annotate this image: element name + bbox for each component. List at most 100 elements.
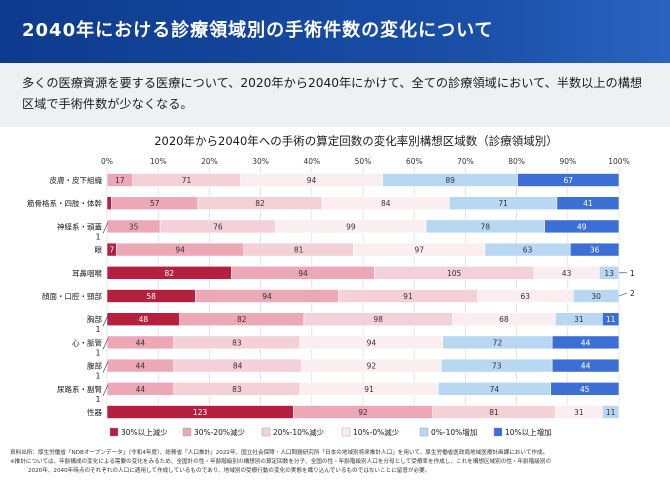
legend-swatch (109, 427, 119, 437)
legend-label: 20%-10%減少 (273, 427, 325, 437)
legend-label: 10%以上増加 (505, 427, 552, 437)
data-label: 71 (498, 199, 508, 208)
data-label: 76 (213, 222, 223, 231)
data-label: 48 (139, 315, 149, 324)
chart-legend: 30%以上減少 30%-20%減少 20%-10%減少 10%-0%減少 0%-10%増… (109, 427, 552, 437)
data-label: 7 (109, 246, 114, 255)
data-label: 94 (262, 292, 272, 301)
data-label: 11 (606, 315, 616, 324)
data-label: 45 (580, 385, 590, 394)
data-label: 73 (492, 362, 502, 371)
data-label: 81 (489, 408, 499, 417)
method-note-2: 2020年、2040年時点のそれぞれの人口に適用して作成しているものであり、地域… (28, 468, 431, 474)
legend-label: 30%以上減少 (121, 427, 168, 437)
category-label: 耳鼻咽喉 (72, 268, 102, 278)
bar-segment (550, 382, 620, 396)
category-label: 腹部 (87, 361, 102, 371)
chart-bars: 17 71 94 89 67 57 82 84 71 41 35 76 99 78 49 7 94 81 97 63 3… (106, 173, 620, 419)
category-label: 性器 (87, 407, 102, 417)
data-label: 44 (581, 362, 591, 371)
data-label: 17 (115, 176, 125, 185)
x-tick-label: 70% (457, 157, 474, 166)
summary-text: 多くの医療資源を要する医療について、2020年から2040年にかけて、全ての診療… (22, 76, 643, 111)
x-tick-label: 100% (608, 157, 629, 166)
category-labels: 皮膚・皮下組織筋骨格系・四肢・体幹神経系・頭蓋眼耳鼻咽喉顔面・口腔・頸部胸部心・… (27, 175, 103, 417)
legend-swatch (261, 427, 271, 437)
data-label: 78 (481, 222, 491, 231)
bar-segment (544, 219, 620, 234)
outside-label: 2 (630, 289, 635, 298)
data-label: 57 (150, 199, 160, 208)
x-tick-label: 10% (150, 157, 167, 166)
data-label: 58 (146, 292, 156, 301)
data-label: 98 (373, 315, 383, 324)
data-label: 83 (232, 338, 242, 347)
leader-line (102, 222, 109, 234)
outside-label: 1 (96, 325, 101, 334)
data-label: 44 (136, 338, 146, 347)
bar-segment (106, 196, 112, 210)
x-tick-label: 60% (406, 157, 423, 166)
legend-label: 10%-0%減少 (353, 427, 400, 437)
x-tick-label: 90% (559, 157, 576, 166)
bar-segment (556, 196, 620, 210)
data-label: 68 (499, 315, 509, 324)
data-label: 43 (562, 269, 572, 278)
data-label: 84 (381, 199, 391, 208)
legend-swatch (182, 427, 192, 437)
legend-label: 30%-20%減少 (194, 427, 246, 437)
x-tick-label: 0% (101, 157, 113, 166)
leader-line (102, 361, 109, 373)
bar-segment (517, 173, 620, 187)
data-label: 94 (307, 176, 317, 185)
data-label: 30 (591, 292, 601, 301)
data-label: 82 (165, 269, 175, 278)
category-label: 神経系・頭蓋 (57, 221, 102, 231)
x-axis-ticks: 0% 10% 20% 30% 40% 50% 60% 70% 80% 90% 100% (101, 157, 630, 166)
data-label: 71 (182, 176, 192, 185)
legend-label: 0%-10%増加 (431, 427, 477, 437)
data-label: 67 (563, 176, 573, 185)
data-label: 89 (445, 176, 455, 185)
data-label: 44 (581, 338, 591, 347)
data-label: 72 (493, 338, 503, 347)
category-label: 顔面・口腔・頸部 (42, 291, 102, 301)
data-label: 94 (298, 269, 308, 278)
data-label: 31 (574, 408, 584, 417)
bar-segment (602, 312, 620, 326)
data-label: 81 (294, 246, 304, 255)
legend-swatch (419, 427, 429, 437)
data-label: 94 (367, 338, 377, 347)
summary-box: 多くの医療資源を要する医療について、2020年から2040年にかけて、全ての診療… (0, 63, 670, 127)
leader-line (102, 384, 109, 396)
data-label: 123 (193, 408, 208, 417)
data-label: 92 (358, 408, 368, 417)
bar-segment (569, 242, 620, 257)
data-label: 35 (129, 222, 139, 231)
page-title: 2040年における診療領域別の手術件数の変化について (22, 20, 494, 41)
footnotes: 資料出所：厚生労働省「NDBオープンデータ」（令和4年度）、総務省「人口推計」2… (10, 449, 662, 476)
data-label: 83 (232, 385, 242, 394)
data-label: 99 (346, 222, 356, 231)
category-label: 眼 (95, 246, 103, 255)
data-label: 82 (255, 199, 265, 208)
outside-label: 1 (630, 269, 635, 278)
leader-line (102, 315, 109, 327)
data-label: 74 (490, 385, 500, 394)
x-tick-label: 20% (201, 157, 218, 166)
category-label: 胸部 (87, 314, 102, 324)
bar-segment (602, 405, 620, 419)
category-label: 尿路系・副腎 (57, 384, 102, 394)
x-tick-label: 50% (355, 157, 372, 166)
category-label: 皮膚・皮下組織 (50, 175, 103, 185)
leader-line (618, 292, 628, 297)
data-label: 41 (583, 199, 593, 208)
category-label: 筋骨格系・四肢・体幹 (27, 198, 102, 208)
data-label: 49 (577, 222, 587, 231)
legend-swatch (493, 427, 503, 437)
data-label: 63 (523, 246, 533, 255)
outside-label: 1 (96, 348, 101, 357)
outside-label: 1 (96, 395, 101, 404)
data-label: 44 (136, 362, 146, 371)
